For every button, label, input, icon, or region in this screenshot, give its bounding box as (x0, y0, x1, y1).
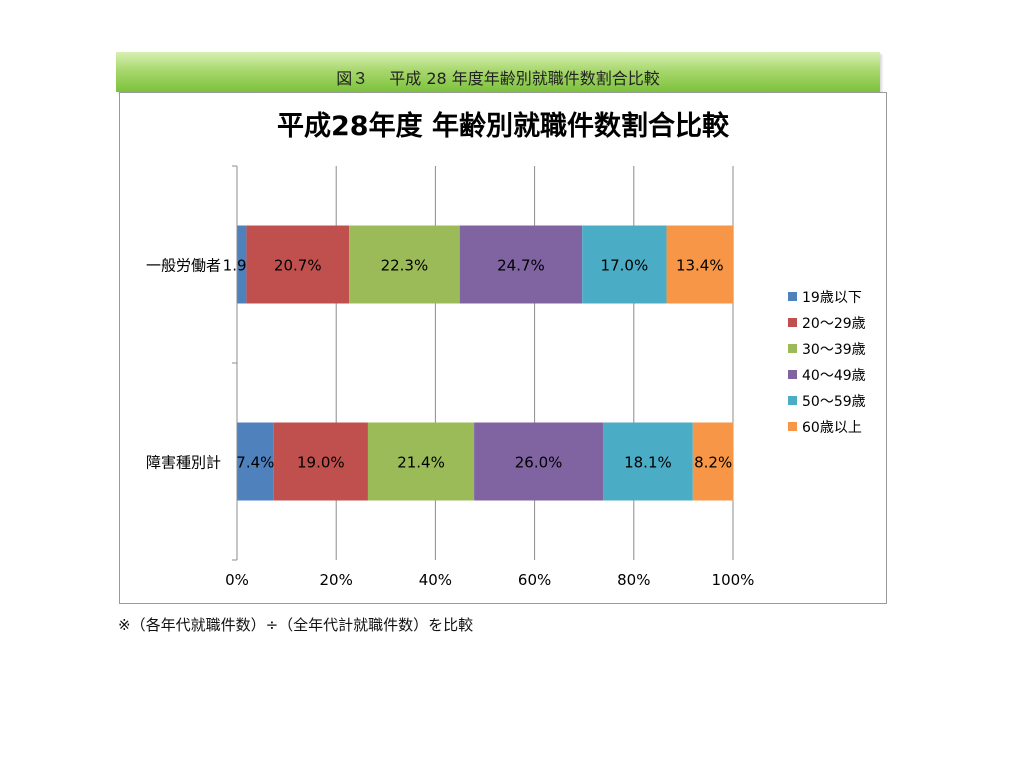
legend-swatch (788, 422, 797, 431)
chart-legend: 19歳以下 20～29歳 30～39歳 40～49歳 50～59歳 60歳以上 (788, 290, 866, 436)
bar-segment (273, 422, 368, 501)
x-tick-label: 20% (320, 571, 353, 589)
bar-segment (692, 422, 734, 501)
legend-swatch (788, 396, 797, 405)
bar-segment (349, 225, 460, 304)
data-label: 7.4% (236, 454, 274, 472)
data-label: 18.1% (624, 454, 672, 472)
data-label: 22.3% (381, 257, 429, 275)
x-tick-label: 40% (419, 571, 452, 589)
legend-swatch (788, 370, 797, 379)
legend-swatch (788, 318, 797, 327)
x-tick-label: 80% (617, 571, 650, 589)
chart-bars: 1.9% 20.7% 22.3% 24.7% 17.0% 13.4%7.4% 19.0% 21… (223, 225, 734, 501)
data-label: 24.7% (497, 257, 545, 275)
chart-frame: 平成28年度 年齢別就職件数割合比較 1.9% 20.7% 22.3% 24.7% 17… (119, 92, 887, 604)
bar-segment (582, 225, 667, 304)
legend-swatch (788, 292, 797, 301)
data-label: 17.0% (601, 257, 649, 275)
data-label: 20.7% (274, 257, 322, 275)
data-label: 13.4% (676, 257, 724, 275)
banner-title: 図３ 平成 28 年度年齢別就職件数割合比較 (336, 69, 660, 88)
bar-segment (237, 422, 274, 501)
figure-banner: 図３ 平成 28 年度年齢別就職件数割合比較 (116, 52, 880, 92)
data-label: 26.0% (515, 454, 563, 472)
legend-swatch (788, 344, 797, 353)
bar-segment (367, 422, 475, 501)
chart-title: 平成28年度 年齢別就職件数割合比較 (277, 110, 730, 142)
bar-segment (666, 225, 733, 304)
y-category-label: 一般労働者 (146, 257, 221, 275)
bar-segment (237, 225, 247, 304)
bar-segment (603, 422, 693, 501)
legend-label: 30～39歳 (802, 342, 866, 358)
x-tick-label: 100% (712, 571, 755, 589)
data-label: 8.2% (694, 454, 732, 472)
x-tick-label: 60% (518, 571, 551, 589)
legend-label: 60歳以上 (802, 420, 862, 436)
legend-label: 19歳以下 (802, 290, 862, 306)
footnote: ※（各年代就職件数）÷（全年代計就職件数）を比較 (118, 616, 474, 634)
bar-segment (474, 422, 604, 501)
legend-label: 40～49歳 (802, 368, 866, 384)
stacked-bar-chart: 平成28年度 年齢別就職件数割合比較 1.9% 20.7% 22.3% 24.7% 17… (146, 110, 866, 589)
legend-label: 20～29歳 (802, 316, 866, 332)
legend-label: 50～59歳 (802, 394, 866, 410)
data-label: 19.0% (297, 454, 345, 472)
bar-segment (459, 225, 583, 304)
data-label: 21.4% (397, 454, 445, 472)
chart-grid (335, 166, 734, 560)
y-category-label: 障害種別計 (146, 454, 221, 472)
x-tick-label: 0% (225, 571, 249, 589)
bar-segment (246, 225, 350, 304)
